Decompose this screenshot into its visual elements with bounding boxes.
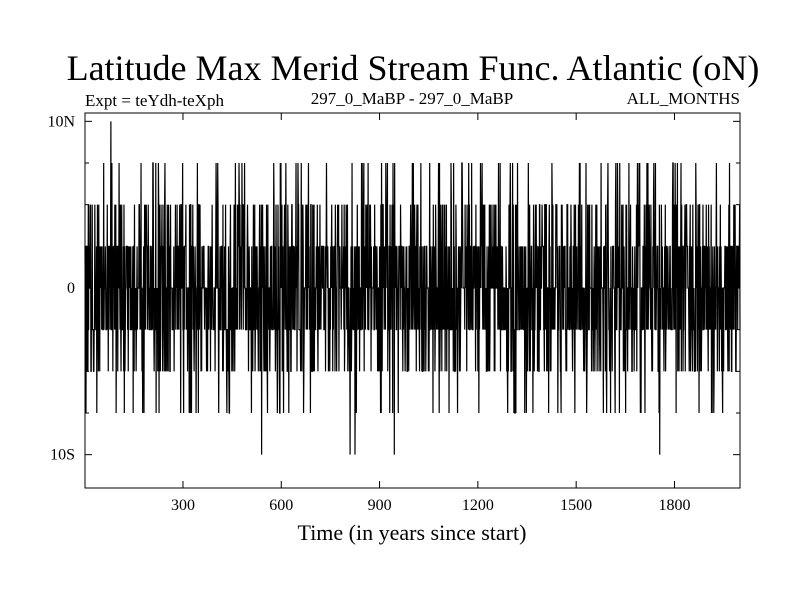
y-tick-label: 0 (67, 280, 75, 297)
x-tick-label: 300 (171, 497, 195, 514)
y-tick-label: 10S (50, 447, 75, 464)
months-label: ALL_MONTHS (627, 89, 740, 108)
ticks-layer: 300 600 900 1200 1500 1800 10N 0 10S (47, 113, 740, 514)
x-tick-label: 600 (269, 497, 293, 514)
series-layer (84, 121, 741, 455)
x-tick-label: 1200 (462, 497, 494, 514)
x-axis-label: Time (in years since start) (298, 520, 527, 545)
x-tick-label: 1500 (560, 497, 592, 514)
period-label: 297_0_MaBP - 297_0_MaBP (311, 89, 513, 108)
experiment-label: Expt = teYdh-teXph (85, 91, 224, 110)
series-line (84, 121, 741, 455)
y-tick-label: 10N (47, 113, 75, 130)
x-tick-label: 1800 (658, 497, 690, 514)
chart-title: Latitude Max Merid Stream Func. Atlantic… (67, 48, 760, 88)
x-tick-label: 900 (368, 497, 392, 514)
